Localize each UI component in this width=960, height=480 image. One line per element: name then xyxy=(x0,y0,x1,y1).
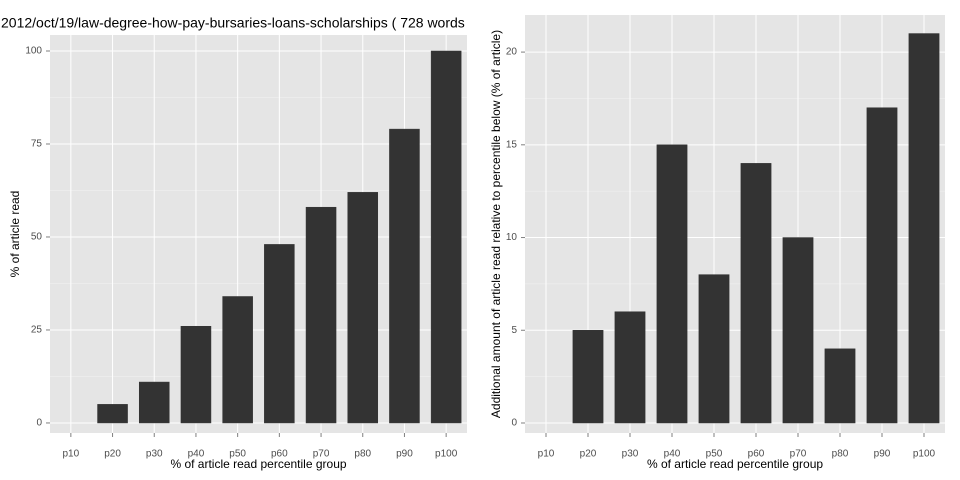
bar xyxy=(222,296,253,424)
x-tick-label: p10 xyxy=(63,449,80,460)
y-axis-title: Additional amount of article read relati… xyxy=(489,30,503,418)
x-tick-label: p90 xyxy=(874,449,891,460)
y-tick-label: 15 xyxy=(506,139,518,150)
bar xyxy=(572,330,604,424)
y-tick-label: 75 xyxy=(31,139,43,150)
x-tick-label: p30 xyxy=(622,449,639,460)
bar xyxy=(740,163,772,424)
x-tick-label: p80 xyxy=(354,449,371,460)
bar xyxy=(180,325,212,424)
x-tick-label: p80 xyxy=(832,449,849,460)
x-tick-label: p50 xyxy=(706,449,723,460)
bar xyxy=(824,348,856,424)
x-axis-title: % of article read percentile group xyxy=(170,457,346,471)
chart-title: 2012/oct/19/law-degree-how-pay-bursaries… xyxy=(1,15,465,31)
y-axis-title: % of article read xyxy=(8,191,22,278)
y-tick-label: 20 xyxy=(506,47,518,58)
y-tick-label: 0 xyxy=(36,418,42,429)
y-tick-label: 50 xyxy=(31,232,43,243)
bar xyxy=(782,237,814,424)
x-tick-label: p50 xyxy=(229,449,246,460)
bar xyxy=(97,404,128,424)
bar xyxy=(698,274,730,424)
y-tick-label: 10 xyxy=(506,232,518,243)
bar xyxy=(908,33,940,424)
x-tick-label: p20 xyxy=(580,449,597,460)
x-tick-label: p40 xyxy=(188,449,205,460)
y-tick-label: 0 xyxy=(511,418,517,429)
x-tick-label: p100 xyxy=(913,449,936,460)
bar xyxy=(656,144,688,424)
x-tick-label: p60 xyxy=(271,449,288,460)
x-axis-title: % of article read percentile group xyxy=(647,457,823,471)
bar xyxy=(305,206,337,424)
bar xyxy=(614,311,646,424)
x-tick-label: p30 xyxy=(146,449,163,460)
x-tick-label: p10 xyxy=(538,449,555,460)
x-tick-label: p20 xyxy=(104,449,121,460)
y-tick-label: 100 xyxy=(25,46,42,57)
bar xyxy=(866,107,898,424)
bar xyxy=(347,192,379,424)
x-tick-label: p60 xyxy=(748,449,765,460)
bar xyxy=(389,128,420,424)
y-tick-label: 25 xyxy=(31,325,43,336)
bar xyxy=(430,50,462,424)
bar xyxy=(264,244,295,424)
x-tick-label: p70 xyxy=(313,449,330,460)
y-tick-label: 5 xyxy=(511,325,517,336)
bar xyxy=(138,381,170,424)
x-tick-label: p70 xyxy=(790,449,807,460)
x-tick-label: p100 xyxy=(435,449,458,460)
x-tick-label: p40 xyxy=(664,449,681,460)
x-tick-label: p90 xyxy=(396,449,413,460)
